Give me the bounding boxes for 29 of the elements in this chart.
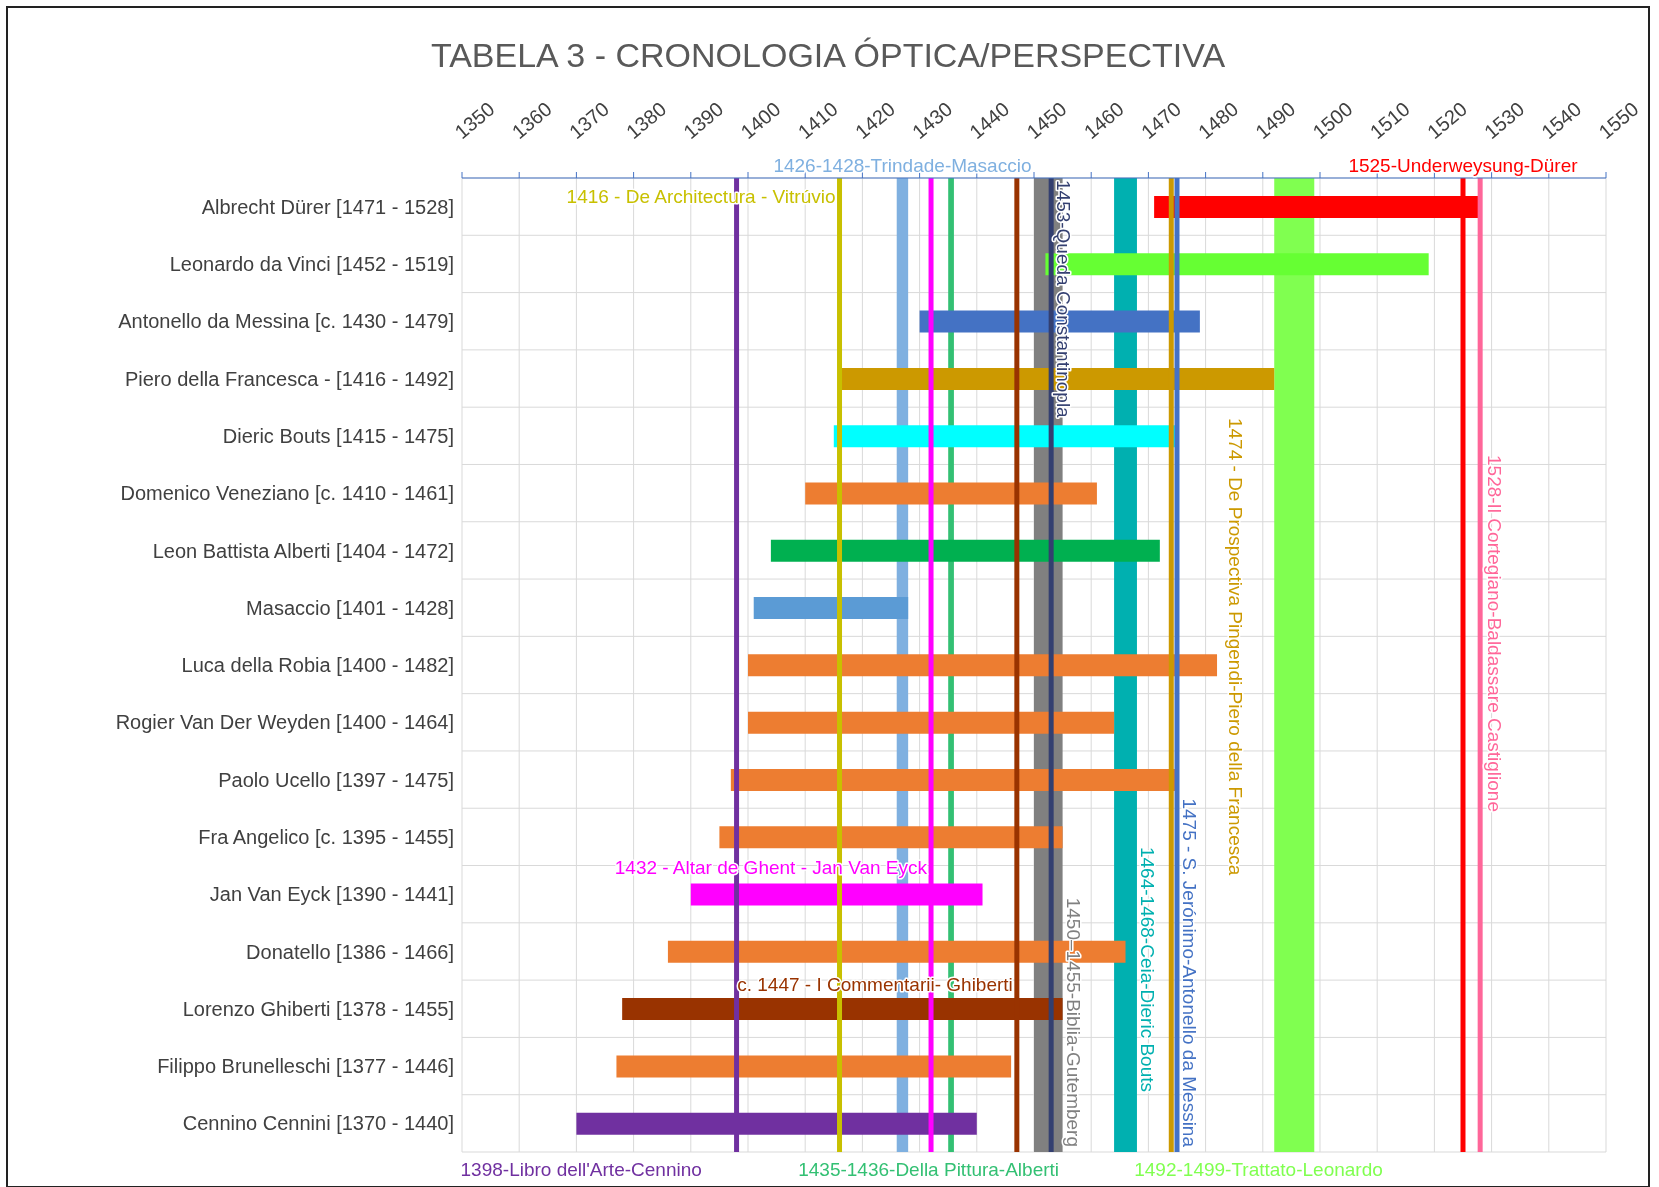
- y-tick-label: Leon Battista Alberti [1404 - 1472]: [152, 539, 454, 562]
- y-tick-label: Jan Van Eyck [1390 - 1441]: [209, 883, 454, 906]
- band-label: 1464-1468-Ceia-Dieric Bouts: [1136, 846, 1158, 1092]
- ref-line-label: 1528-Il Cortegiano-Baldassare Castiglione: [1484, 455, 1506, 812]
- y-tick-label: Luca della Robia [1400 - 1482]: [181, 654, 454, 677]
- y-tick-label: Rogier Van Der Weyden [1400 - 1464]: [115, 711, 454, 734]
- y-tick-label: Dieric Bouts [1415 - 1475]: [222, 424, 454, 447]
- y-tick-label: Filippo Brunelleschi [1377 - 1446]: [157, 1055, 454, 1078]
- y-tick-label: Donatello [1386 - 1466]: [246, 940, 454, 963]
- ref-line-label: 1398-Libro dell'Arte-Cennino: [460, 1159, 702, 1180]
- y-tick-label: Paolo Ucello [1397 - 1475]: [218, 768, 454, 791]
- ref-line-label: 1453-Queda Constantinopla: [1053, 180, 1075, 419]
- y-tick-label: Leonardo da Vinci [1452 - 1519]: [169, 253, 454, 276]
- y-tick-label: Albrecht Dürer [1471 - 1528]: [201, 195, 454, 218]
- band-label: 1450–1455-Biblia-Gutemberg: [1062, 897, 1084, 1147]
- chart-title: TABELA 3 - CRONOLOGIA ÓPTICA/PERSPECTIVA: [429, 36, 1227, 75]
- band-label: 1435-1436-Della Pittura-Alberti: [798, 1159, 1060, 1180]
- y-tick-label: Fra Angelico [c. 1395 - 1455]: [198, 825, 454, 848]
- ref-line-label: 1525-Underweysung-Dürer: [1348, 155, 1579, 176]
- y-tick-label: Masaccio [1401 - 1428]: [246, 596, 454, 619]
- y-tick-label: Domenico Veneziano [c. 1410 - 1461]: [120, 482, 454, 505]
- ref-line-label: 1475 - S. Jerónimo-Antonello da Messina: [1179, 798, 1200, 1148]
- band-label: 1426-1428-Trindade-Masaccio: [773, 155, 1032, 176]
- ref-line-label: 1474 - De Prospectiva Pingendi-Piero della Francesca: [1225, 418, 1247, 876]
- y-tick-label: Piero della Francesca - [1416 - 1492]: [124, 367, 454, 390]
- y-tick-label: Cennino Cennini [1370 - 1440]: [182, 1112, 454, 1135]
- band-label: 1492-1499-Trattato-Leonardo: [1134, 1159, 1383, 1180]
- y-tick-label: Lorenzo Ghiberti [1378 - 1455]: [182, 997, 454, 1020]
- y-tick-label: Antonello da Messina [c. 1430 - 1479]: [118, 310, 454, 333]
